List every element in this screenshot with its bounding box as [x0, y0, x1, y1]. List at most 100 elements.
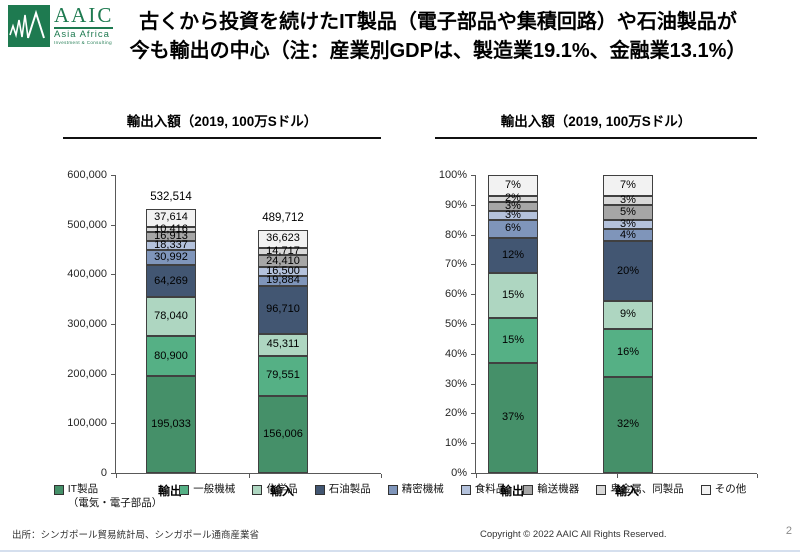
bar-segment: 14,717	[258, 245, 308, 258]
bar-segment: 79,551	[258, 356, 308, 396]
y-tick-label: 100,000	[67, 417, 107, 430]
segment-label: 64,269	[154, 274, 188, 287]
bar-segment: 9%	[603, 301, 653, 329]
legend-text: 化学品	[266, 483, 298, 497]
legend-swatch-icon	[252, 485, 263, 495]
y-tick-label: 30%	[444, 377, 467, 390]
segment-label: 2%	[505, 192, 521, 205]
x-axis-labels: 輸出 輸入	[115, 482, 381, 502]
legend-label: 一般機械	[193, 483, 236, 495]
bottom-divider	[0, 550, 800, 552]
y-tick-label: 50%	[444, 318, 467, 330]
bar-segment: 30,992	[146, 249, 196, 266]
bar-segment: 195,033	[146, 376, 196, 473]
segment-label: 37,614	[154, 211, 188, 224]
bar-segment: 7%	[488, 175, 538, 196]
bar-segment: 4%	[603, 228, 653, 242]
segment-label: 5%	[620, 206, 636, 219]
segment-label: 96,710	[266, 303, 300, 316]
stacked-bar: 195,033 80,900 78,040 64,269 30,992 18,337 16,…	[146, 208, 196, 473]
segment-label: 6%	[505, 222, 521, 235]
y-tick-label: 20%	[444, 407, 467, 420]
bar-segment: 3%	[603, 195, 653, 206]
x-tick-mark	[616, 474, 618, 478]
legend-swatch-icon	[387, 485, 398, 495]
segment-label: 12%	[501, 249, 525, 261]
bar-segment: 37,614	[146, 208, 196, 228]
logo: AAIC Asia Africa Investment & Consulting	[8, 3, 114, 47]
segment-label: 4%	[620, 228, 636, 241]
legend-swatch-icon	[460, 485, 471, 495]
y-tick-mark	[471, 324, 475, 325]
segment-label: 3%	[505, 208, 521, 221]
legend-text: 食料品	[475, 483, 507, 497]
y-tick-label: 40%	[444, 347, 467, 360]
bar-segment: 2%	[488, 192, 538, 205]
y-tick-label: 10%	[444, 437, 467, 450]
legend-text: 一般機械	[193, 483, 235, 497]
bar-total-label: 532,514	[150, 190, 192, 203]
logo-acronym: AAIC	[54, 3, 114, 29]
category-label: 輸入	[614, 484, 639, 498]
legend-item: 化学品	[252, 483, 298, 497]
x-tick-mark	[116, 474, 117, 478]
segment-label: 80,900	[154, 349, 188, 362]
segment-label: 32%	[616, 418, 640, 431]
x-tick-mark	[757, 474, 758, 478]
y-tick-mark	[471, 234, 475, 236]
bar-segment: 12%	[488, 237, 538, 274]
stacked-bar: 32% 16% 9% 20% 4% 3% 5% 3% 7%	[603, 175, 653, 473]
y-tick-mark	[111, 423, 115, 425]
segment-label: 14,717	[266, 245, 300, 258]
legend-text: 卑金属、同製品	[610, 483, 684, 497]
legend-label: 食料品	[474, 483, 507, 495]
slide-title-line1: 古くから投資を続けたIT製品（電子部品や集積回路）や石油製品が	[139, 11, 737, 33]
legend-item: 輸送機器	[523, 483, 579, 497]
category-label: 輸入	[269, 484, 294, 498]
bar-segment: 64,269	[146, 265, 196, 298]
legend-item: 卑金属、同製品	[596, 483, 684, 497]
logo-text: AAIC Asia Africa Investment & Consulting	[54, 3, 114, 45]
segment-label: 156,006	[263, 427, 303, 440]
legend-item: その他	[700, 483, 747, 497]
segment-label: 3%	[620, 218, 636, 231]
legend-sublabel: （電気・電子部品）	[67, 496, 163, 509]
legend-item: 石油製品	[314, 483, 371, 497]
segment-label: 9%	[620, 308, 636, 321]
legend-label: その他	[714, 483, 747, 495]
y-tick-mark	[471, 413, 475, 415]
bar-segment: 3%	[488, 199, 538, 212]
x-tick-mark	[381, 474, 382, 478]
legend-text: 石油製品	[329, 483, 371, 497]
bar-segment: 32%	[603, 376, 653, 473]
legend-text: IT製品 （電気・電子部品）	[68, 483, 163, 510]
segment-label: 16%	[616, 346, 640, 359]
bar-segment: 24,410	[258, 255, 308, 268]
segment-label: 7%	[620, 179, 636, 192]
legend-label: 精密機械	[401, 483, 444, 495]
y-tick-label: 100%	[438, 169, 467, 181]
bar-segment: 20%	[603, 241, 653, 302]
bar-segment: 45,311	[258, 333, 308, 357]
bar-segment: 5%	[603, 205, 653, 221]
slide-title: 古くから投資を続けたIT製品（電子部品や集積回路）や石油製品が 今も輸出の中心（…	[88, 8, 788, 66]
bar-segment: 18,337	[146, 239, 196, 250]
bar-segment: 15%	[488, 273, 538, 319]
y-tick-label: 80%	[444, 228, 467, 241]
source-note: 出所：シンガポール貿易統計局、シンガポール通商産業省	[12, 530, 260, 541]
bar-segment: 15%	[488, 318, 538, 363]
x-axis-labels: 輸出 輸入	[475, 482, 757, 502]
y-tick-mark	[471, 204, 475, 206]
stacked-bar: 156,006 79,551 45,311 96,710 19,884 16,500 24,…	[258, 229, 308, 473]
y-tick-mark	[111, 373, 115, 375]
y-tick-label: 600,000	[67, 169, 107, 181]
y-tick-mark	[111, 224, 115, 226]
y-tick-mark	[471, 353, 475, 355]
x-tick-mark	[248, 474, 250, 478]
y-tick-mark	[111, 324, 115, 325]
plot-area: 37% 15% 15% 12% 6% 3% 3% 2% 7% 32% 16% 9% 20% 4% 3% 5% 3…	[471, 175, 758, 478]
segment-label: 3%	[505, 199, 521, 212]
segment-label: 15%	[501, 289, 525, 302]
segment-label: 45,311	[266, 338, 300, 351]
